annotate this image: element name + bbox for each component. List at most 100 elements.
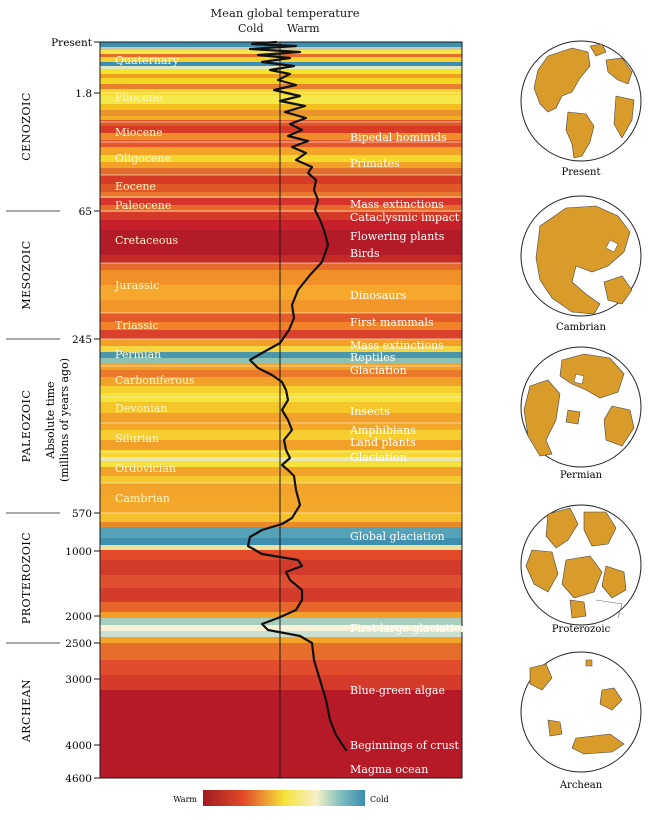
event-label: Blue-green algae [350, 684, 445, 697]
temperature-band [100, 364, 462, 370]
temperature-band [100, 461, 462, 467]
temperature-band [100, 430, 462, 440]
temperature-band [100, 110, 462, 116]
temperature-band [100, 440, 462, 450]
temperature-band [100, 147, 462, 155]
globe-proterozoic [520, 504, 642, 626]
temperature-band [100, 50, 462, 54]
temperature-band [100, 300, 462, 313]
temperature-band [100, 413, 462, 423]
temperature-band [100, 313, 462, 322]
temperature-band [100, 545, 462, 550]
axis-title: Absolute time [44, 381, 57, 459]
time-tick-label: 2500 [65, 638, 92, 650]
event-label: Mass extinctions [350, 198, 444, 211]
temperature-band [100, 285, 462, 300]
temperature-band [100, 476, 462, 483]
era-label: PROTEROZOIC [20, 532, 33, 624]
period-label: Quaternary [115, 54, 180, 67]
event-label: Glaciation [350, 451, 407, 464]
temperature-band [100, 575, 462, 588]
temperature-band [100, 618, 462, 625]
globe-label-permian: Cambrian [556, 322, 606, 333]
warm-label: Warm [287, 22, 320, 35]
event-label: Mass extinctions [350, 339, 444, 352]
temperature-band [100, 625, 462, 631]
time-tick-label: 3000 [65, 674, 92, 686]
temperature-band [100, 675, 462, 690]
globe-cambrian [520, 346, 642, 468]
temperature-band [100, 602, 462, 612]
temperature-band [100, 423, 462, 430]
temperature-band [100, 84, 462, 89]
temperature-band [100, 230, 462, 255]
event-label: Dinosaurs [350, 289, 407, 302]
temperature-band [100, 527, 462, 538]
temperature-band [100, 450, 462, 457]
time-tick-label: 1000 [65, 546, 92, 558]
period-label: Oligocene [115, 152, 171, 165]
temperature-band [100, 212, 462, 220]
period-label: Triassic [115, 319, 159, 332]
temperature-band [100, 393, 462, 402]
temperature-band [100, 538, 462, 545]
time-tick-label: 570 [72, 508, 92, 520]
event-label: Magma ocean [350, 763, 428, 776]
time-tick-label: 65 [79, 206, 92, 218]
temperature-band [100, 330, 462, 339]
temperature-band [100, 483, 462, 495]
temperature-band [100, 205, 462, 212]
period-label: Permian [115, 348, 161, 361]
temperature-band [100, 74, 462, 78]
event-label: Beginnings of crust [350, 739, 459, 752]
temperature-band [100, 457, 462, 461]
event-label: Insects [350, 405, 390, 418]
event-label: Birds [350, 247, 380, 260]
temperature-band [100, 184, 462, 192]
temperature-band [100, 637, 462, 643]
period-label: Jurassic [114, 279, 159, 292]
globe-label-cambrian: Permian [560, 470, 603, 481]
event-label: First mammals [350, 316, 434, 329]
temperature-band [100, 467, 462, 476]
time-tick-label: 2000 [65, 611, 92, 623]
temperature-band [100, 550, 462, 560]
period-label: Silurian [115, 432, 159, 445]
temperature-band [100, 322, 462, 330]
chart-frame [99, 41, 463, 779]
temperature-band [100, 104, 462, 110]
globe-label-archean: Archean [559, 780, 603, 791]
period-label: Eocene [115, 180, 156, 193]
event-label: Land plants [350, 436, 416, 449]
temperature-band [100, 513, 462, 522]
time-tick-label: Present [51, 37, 93, 49]
period-label: Ordovician [115, 462, 176, 475]
temperature-band [100, 263, 462, 270]
period-label: Pliocene [115, 91, 162, 104]
time-tick-label: 4600 [65, 773, 92, 785]
temperature-band [100, 220, 462, 230]
temperature-band [100, 133, 462, 140]
event-label: Flowering plants [350, 230, 445, 243]
temperature-band [100, 346, 462, 352]
temperature-band [100, 155, 462, 162]
temperature-band [100, 95, 462, 104]
cold-label: Cold [238, 22, 264, 35]
era-label: MESOZOIC [20, 240, 33, 309]
temperature-band [100, 175, 462, 184]
temperature-band [100, 560, 462, 575]
temperature-band [100, 402, 462, 413]
era-label: CENOZOIC [20, 92, 33, 161]
temperature-band [100, 255, 462, 263]
temperature-band [100, 120, 462, 126]
globe-archean [520, 651, 642, 773]
globe-present [520, 40, 642, 162]
temperature-band [100, 116, 462, 120]
axis-subtitle: (millions of years ago) [58, 358, 71, 482]
temperature-band [100, 126, 462, 133]
temperature-band [100, 690, 462, 778]
temperature-plot-title: Mean global temperature [210, 6, 360, 20]
time-tick-label: 1.8 [75, 88, 92, 100]
event-label: Amphibians [349, 424, 416, 437]
